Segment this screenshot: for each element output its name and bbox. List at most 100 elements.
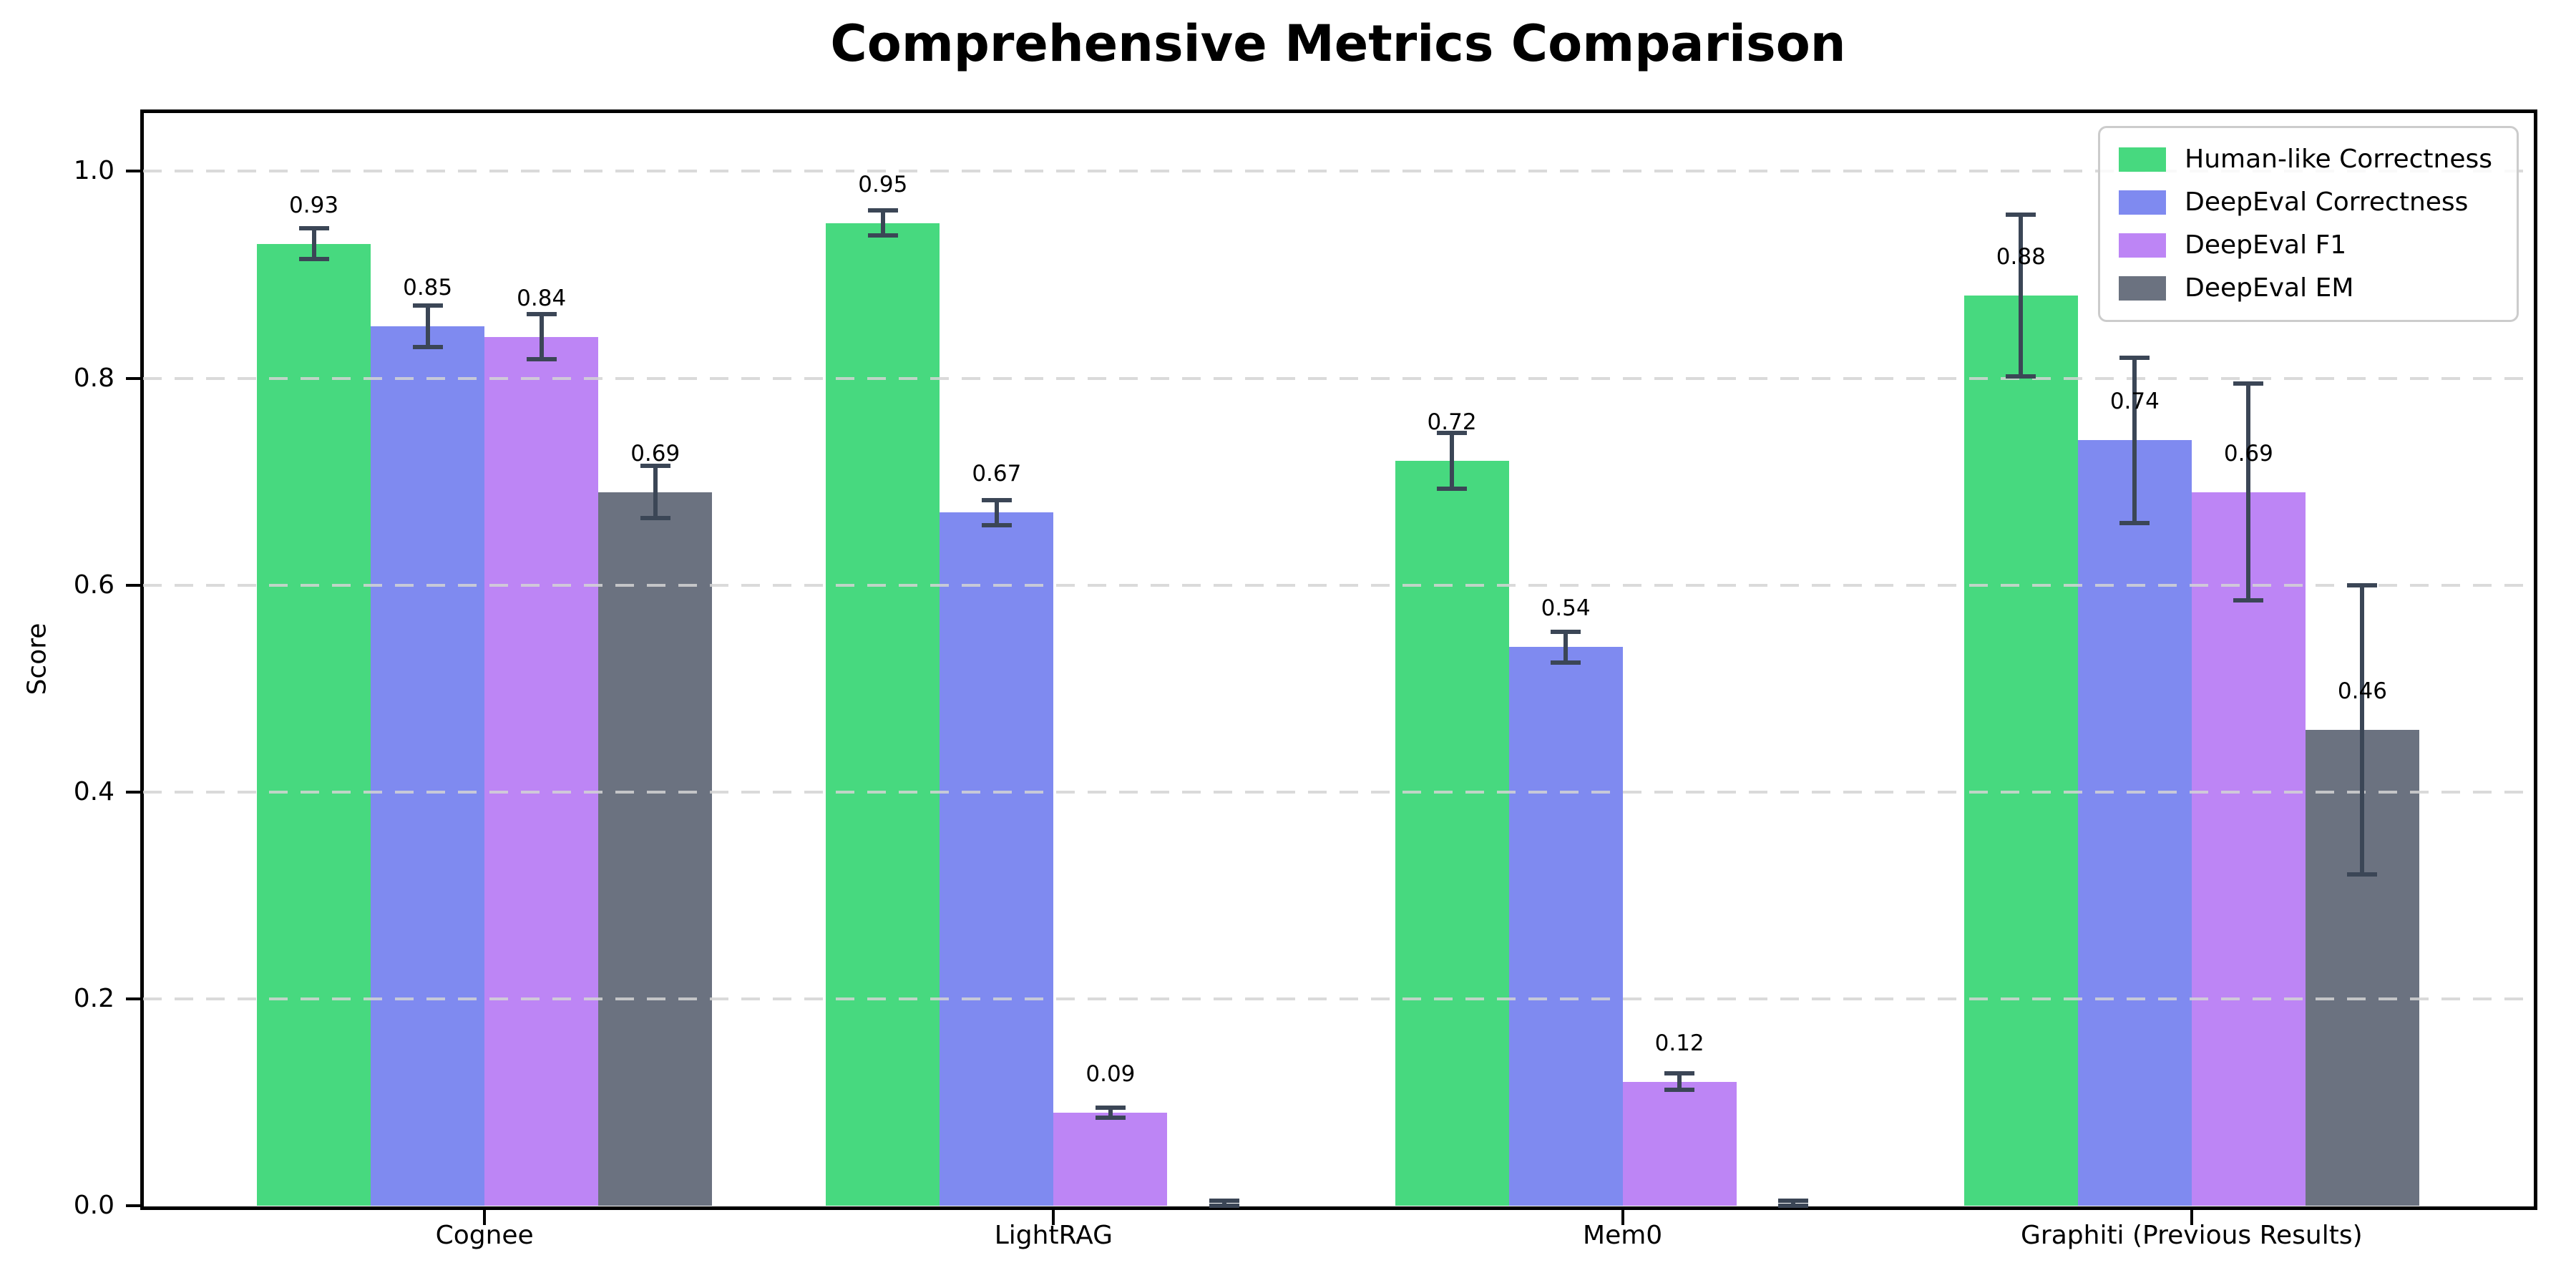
error-bar-line	[2360, 585, 2365, 875]
bar-value-label: 0.46	[2337, 678, 2387, 705]
error-bar-cap	[640, 464, 670, 469]
y-tick-mark	[126, 376, 143, 380]
legend-label: Human-like Correctness	[2185, 145, 2492, 174]
bar-deepeval-f1	[2191, 492, 2306, 1206]
error-bar-cap	[867, 208, 898, 213]
error-bar-cap	[2119, 520, 2150, 525]
x-category-label: Graphiti (Previous Results)	[2021, 1221, 2363, 1250]
error-bar-line	[425, 306, 430, 348]
error-bar-line	[1221, 1200, 1226, 1206]
error-bar-line	[994, 500, 999, 525]
bar-human-like-correctness	[1963, 295, 2078, 1206]
y-tick-mark	[126, 790, 143, 794]
error-bar-cap	[1209, 1204, 1239, 1208]
error-bar-line	[2132, 357, 2137, 523]
legend-label: DeepEval Correctness	[2185, 187, 2469, 217]
error-bar-cap	[1664, 1088, 1695, 1093]
y-tick-label: 0.8	[73, 363, 114, 393]
x-tick-mark	[1621, 1209, 1624, 1225]
error-bar-cap	[2119, 355, 2150, 360]
error-bar-line	[1563, 631, 1568, 663]
error-bar-cap	[1664, 1070, 1695, 1075]
error-bar-cap	[2006, 213, 2036, 218]
legend: Human-like Correctness DeepEval Correctne…	[2098, 126, 2519, 322]
error-bar-line	[653, 466, 658, 518]
legend-label: DeepEval F1	[2185, 230, 2347, 260]
bar-human-like-correctness	[826, 223, 940, 1206]
plot-area	[140, 109, 2537, 1210]
error-bar-cap	[2233, 381, 2264, 386]
error-bar-cap	[2347, 582, 2378, 587]
error-bar-line	[1108, 1107, 1113, 1118]
legend-item: DeepEval F1	[2119, 230, 2492, 261]
error-bar-cap	[1095, 1116, 1126, 1121]
bar-deepeval-correctness	[2077, 440, 2192, 1206]
bar-value-label: 0.85	[403, 275, 453, 301]
legend-swatch-icon	[2119, 190, 2167, 215]
bar-deepeval-correctness	[371, 326, 485, 1206]
error-bar-cap	[1778, 1198, 1809, 1203]
bar-value-label: 0.93	[289, 192, 339, 218]
x-category-label: Cognee	[435, 1221, 534, 1250]
bar-deepeval-f1	[484, 336, 599, 1206]
bar-value-label: 0.69	[630, 440, 680, 467]
legend-swatch-icon	[2119, 276, 2167, 301]
error-bar-line	[880, 210, 885, 236]
bar-deepeval-em	[598, 492, 713, 1206]
error-bar-cap	[2347, 872, 2378, 877]
x-tick-mark	[1052, 1209, 1055, 1225]
error-bar-cap	[1778, 1204, 1809, 1208]
legend-label: DeepEval EM	[2185, 273, 2354, 303]
bar-value-label: 0.72	[1427, 409, 1477, 436]
error-bar-cap	[1437, 487, 1468, 492]
error-bar-cap	[1551, 629, 1581, 634]
y-tick-label: 0.0	[73, 1191, 114, 1220]
y-tick-mark	[126, 583, 143, 587]
error-bar-line	[539, 313, 544, 360]
error-bar-cap	[298, 257, 329, 262]
error-bar-line	[2019, 215, 2024, 376]
error-bar-cap	[1551, 660, 1581, 665]
bar-value-label: 0.67	[972, 461, 1022, 487]
bar-deepeval-correctness	[1508, 647, 1623, 1206]
error-bar-cap	[981, 498, 1012, 503]
error-bar-cap	[412, 303, 443, 308]
x-category-label: LightRAG	[994, 1221, 1113, 1250]
bar-value-label: 0.88	[1996, 243, 2046, 270]
legend-item: Human-like Correctness	[2119, 144, 2492, 175]
y-tick-label: 0.6	[73, 570, 114, 600]
y-tick-label: 1.0	[73, 156, 114, 186]
error-bar-cap	[2006, 374, 2036, 379]
chart-title: Comprehensive Metrics Comparison	[830, 14, 1846, 73]
error-bar-line	[1677, 1073, 1682, 1091]
error-bar-cap	[640, 515, 670, 520]
bar-value-label: 0.95	[858, 171, 908, 197]
y-axis-label: Score	[22, 623, 52, 696]
legend-swatch-icon	[2119, 147, 2167, 172]
legend-swatch-icon	[2119, 233, 2167, 258]
error-bar-cap	[2233, 598, 2264, 603]
y-tick-mark	[126, 170, 143, 173]
bar-human-like-correctness	[1395, 461, 1509, 1206]
error-bar-cap	[1095, 1105, 1126, 1110]
error-bar-cap	[1437, 431, 1468, 436]
bar-deepeval-f1	[1622, 1081, 1737, 1206]
error-bar-cap	[1209, 1198, 1239, 1203]
bar-value-label: 0.54	[1541, 595, 1591, 622]
error-bar-line	[2246, 383, 2251, 601]
error-bar-cap	[526, 311, 557, 316]
error-bar-line	[1791, 1200, 1796, 1206]
x-tick-mark	[483, 1209, 487, 1225]
error-bar-cap	[298, 225, 329, 230]
x-category-label: Mem0	[1583, 1221, 1663, 1250]
y-tick-mark	[126, 997, 143, 1000]
y-tick-label: 0.4	[73, 776, 114, 806]
legend-item: DeepEval Correctness	[2119, 187, 2492, 218]
bar-value-label: 0.84	[517, 285, 567, 311]
error-bar-line	[1450, 433, 1455, 489]
y-tick-label: 0.2	[73, 983, 114, 1013]
error-bar-line	[311, 228, 316, 260]
error-bar-cap	[867, 233, 898, 238]
legend-item: DeepEval EM	[2119, 273, 2492, 304]
